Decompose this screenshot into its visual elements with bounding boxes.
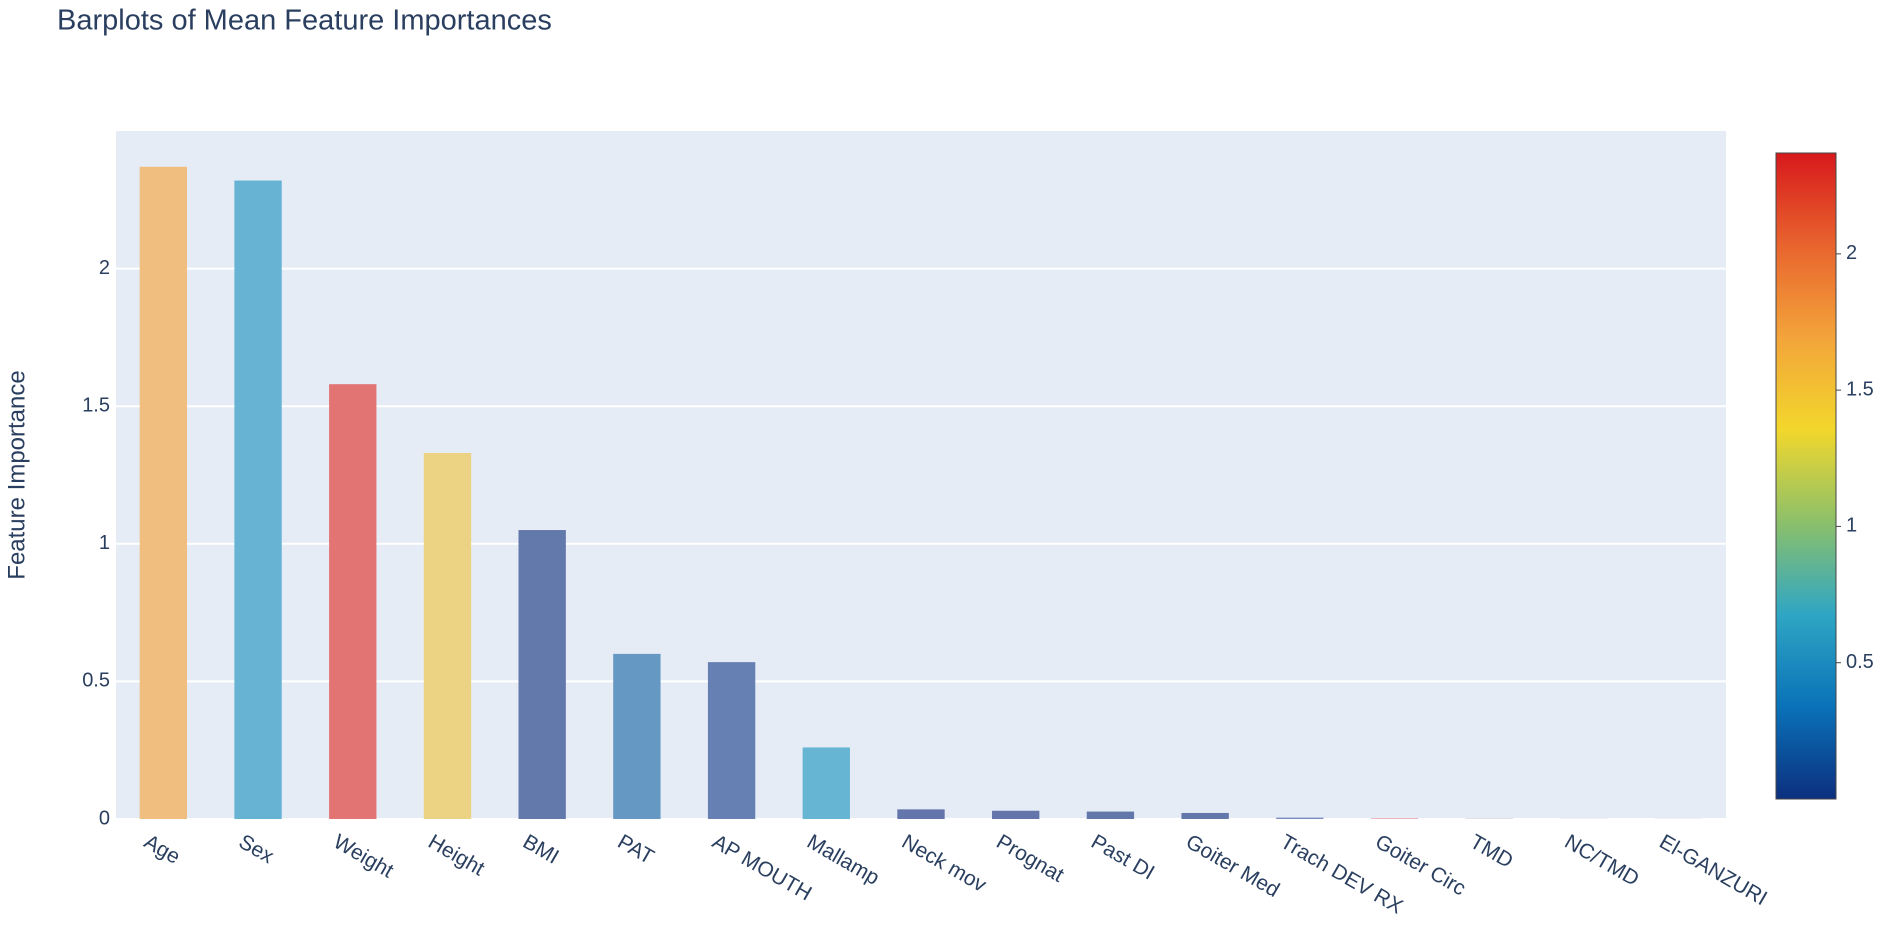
bar [897, 809, 944, 819]
bar [1181, 813, 1228, 819]
bar [140, 167, 187, 819]
bar [613, 654, 660, 819]
y-axis-label: Feature Importance [3, 370, 30, 579]
x-tick-label: Mallamp [803, 830, 883, 890]
bar [1276, 818, 1323, 819]
x-tick-label: BMI [519, 830, 563, 869]
x-tick-label: Neck mov [898, 830, 991, 897]
x-tick-label: Past DI [1087, 830, 1158, 884]
x-tick-label: NC/TMD [1561, 830, 1643, 891]
colorbar-tick-label: 2 [1846, 242, 1857, 264]
bar [519, 530, 566, 819]
x-tick-label: TMD [1466, 830, 1517, 873]
bar [1371, 818, 1418, 819]
chart-title: Barplots of Mean Feature Importances [57, 5, 552, 37]
y-tick-label: 2 [99, 257, 110, 279]
y-tick-label: 0 [99, 807, 110, 829]
bar [1087, 812, 1134, 819]
y-tick-label: 0.5 [82, 670, 110, 692]
colorbar-tick-label: 0.5 [1846, 651, 1874, 673]
x-tick-label: Prognat [992, 830, 1067, 887]
x-tick-label: Sex [235, 830, 278, 868]
bar [803, 747, 850, 819]
x-tick-label: PAT [614, 830, 658, 869]
x-tick-label: AP MOUTH [708, 830, 815, 905]
bar [329, 384, 376, 819]
x-tick-label: Age [140, 830, 184, 869]
colorbar-tick-label: 1.5 [1846, 378, 1874, 400]
bar [708, 662, 755, 819]
y-tick-label: 1.5 [82, 394, 110, 416]
bar [234, 181, 281, 819]
x-tick-label: El-GANZURI [1655, 830, 1771, 910]
bar [992, 811, 1039, 819]
bar [424, 453, 471, 819]
x-tick-label: Height [424, 830, 488, 880]
y-tick-label: 1 [99, 532, 110, 554]
colorbar-tick-label: 1 [1846, 515, 1857, 537]
bar [1466, 818, 1513, 819]
x-tick-label: Weight [329, 830, 397, 882]
colorbar [1776, 153, 1836, 799]
x-tick-label: Goiter Med [1182, 830, 1283, 902]
